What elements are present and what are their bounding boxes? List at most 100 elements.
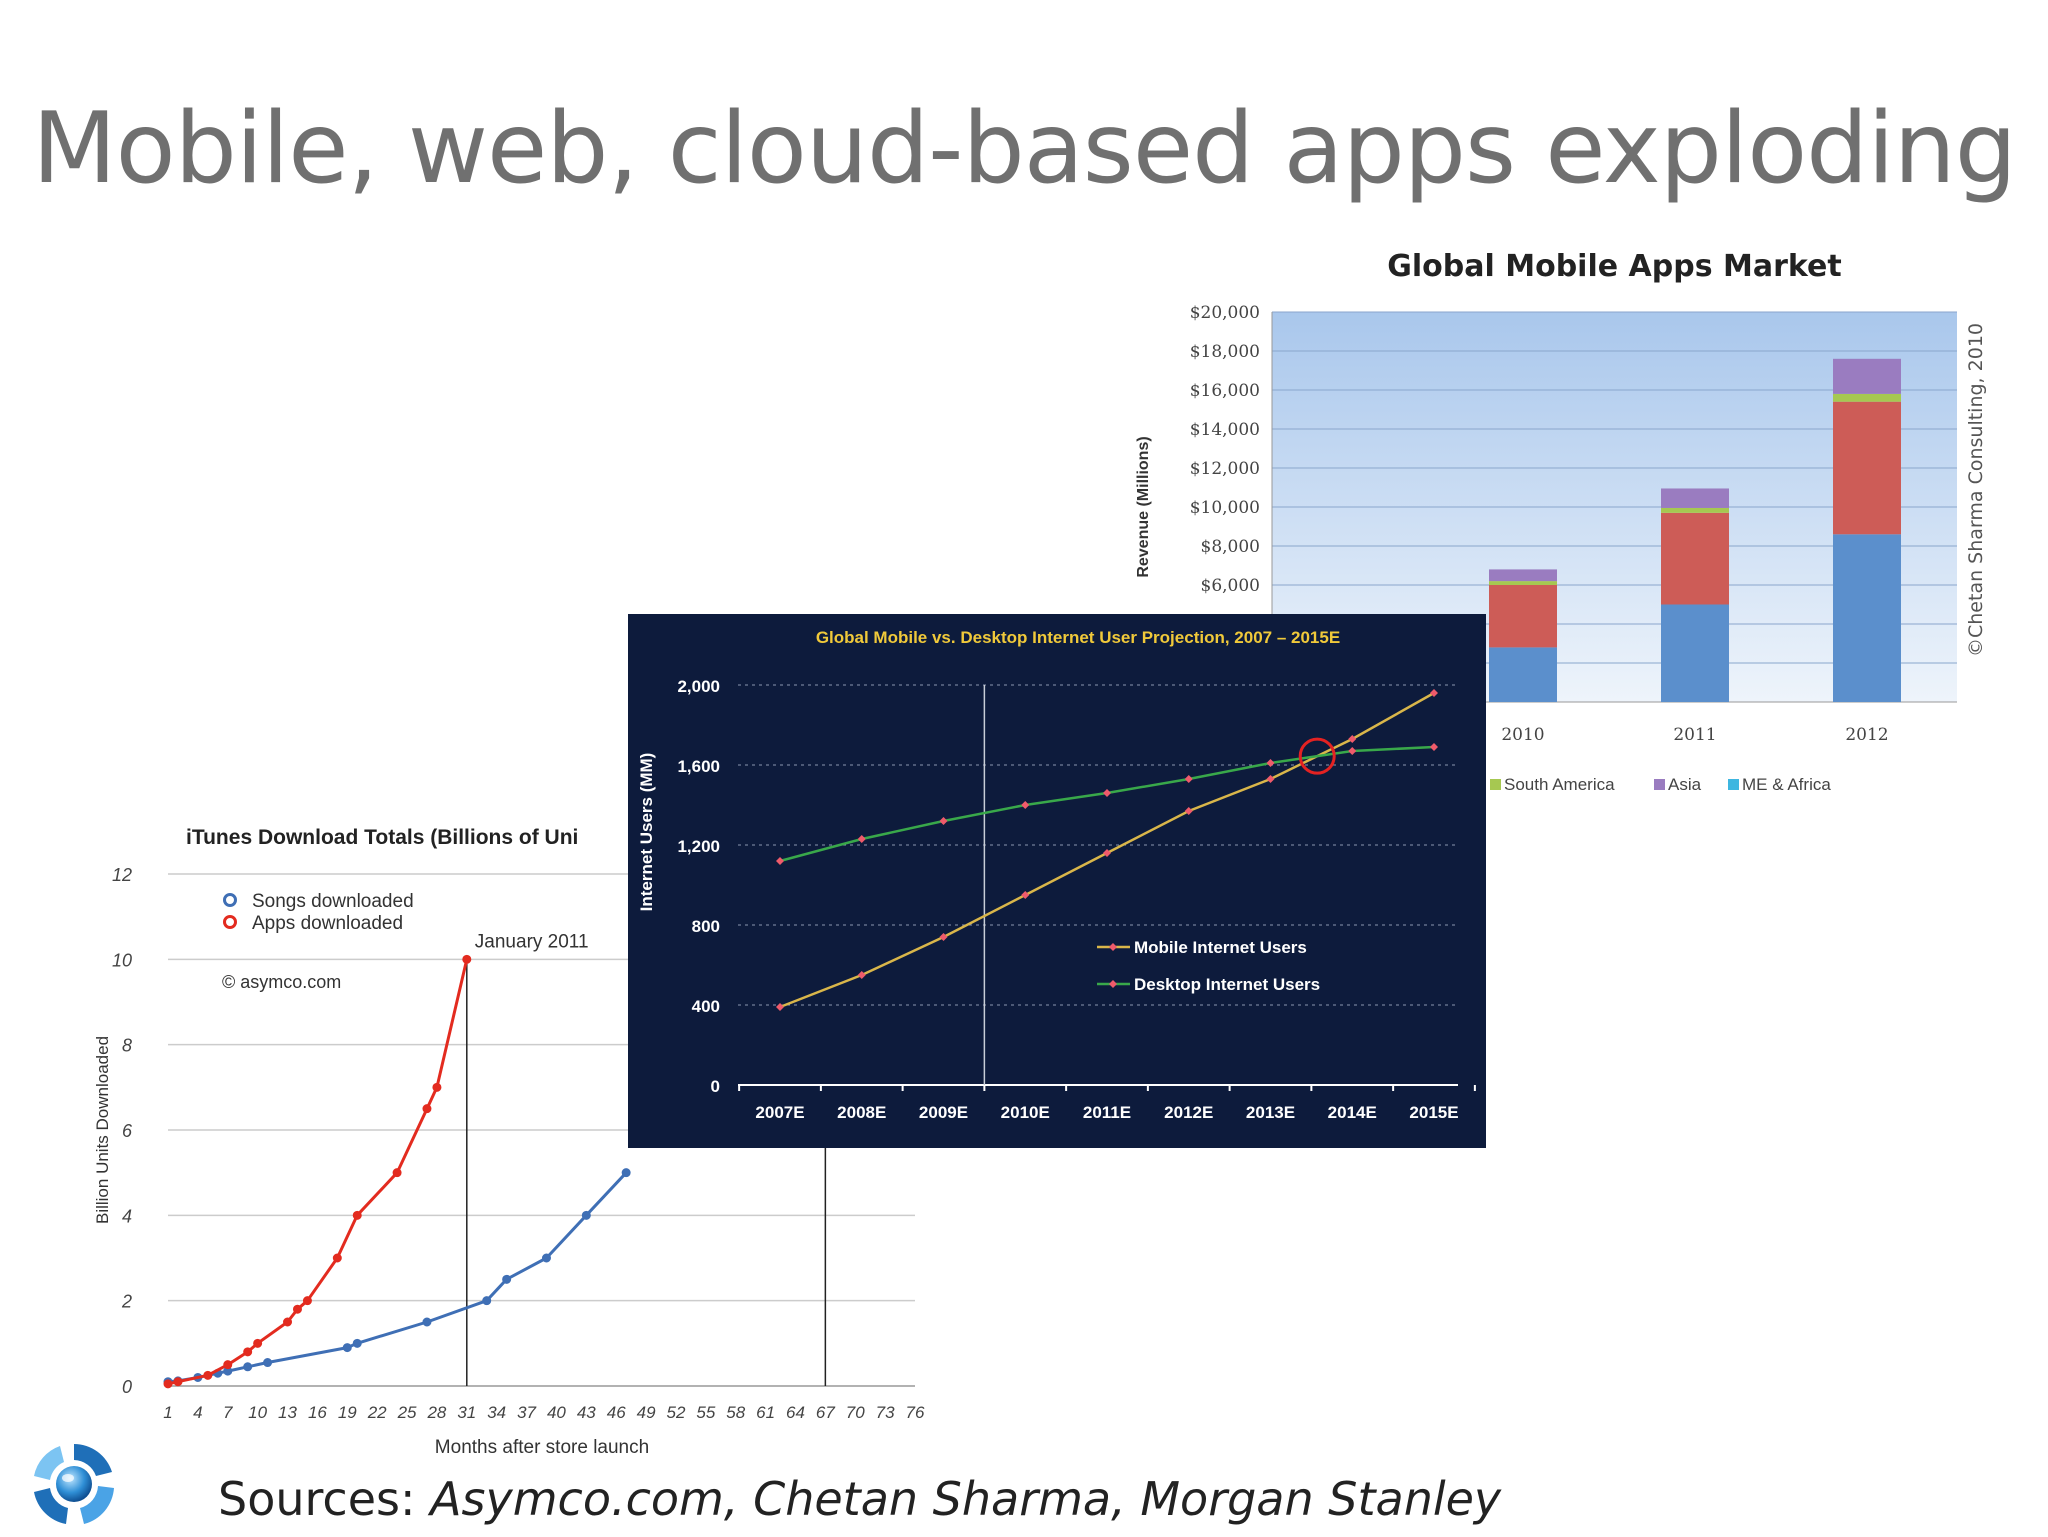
internet-x-tick-label: 2010E xyxy=(1001,1103,1050,1122)
internet-point-mobile-internet-users xyxy=(1184,807,1193,815)
itunes-legend-songs-downloaded: Songs downloaded xyxy=(252,891,414,912)
itunes-x-tick-label: 70 xyxy=(846,1403,865,1422)
itunes-series-line-songs-downloaded xyxy=(167,1171,628,1384)
itunes-x-tick-label: 76 xyxy=(906,1403,925,1422)
apps-bar-segment-2012-3 xyxy=(1833,358,1901,394)
itunes-y-tick-label: 12 xyxy=(112,865,132,885)
itunes-point-songs-downloaded xyxy=(263,1358,273,1368)
itunes-point-apps-downloaded xyxy=(243,1347,253,1357)
internet-legend-marker xyxy=(1109,980,1117,988)
apps-chart-title: Global Mobile Apps Market xyxy=(1387,249,1841,284)
internet-x-tick-label: 2009E xyxy=(919,1103,968,1122)
itunes-x-tick-label: 10 xyxy=(248,1403,267,1422)
apps-x-tick-label: 2010 xyxy=(1501,725,1544,745)
itunes-y-tick-label: 6 xyxy=(122,1121,133,1141)
apps-y-tick-label: $10,000 xyxy=(1190,498,1260,518)
apps-y-tick-label: $6,000 xyxy=(1201,576,1260,596)
apps-y-tick-label: $16,000 xyxy=(1190,381,1260,401)
itunes-point-apps-downloaded xyxy=(352,1210,362,1220)
internet-point-desktop-internet-users xyxy=(1348,747,1357,755)
internet-chart-title: Global Mobile vs. Desktop Internet User … xyxy=(816,628,1340,647)
itunes-x-tick-label: 67 xyxy=(816,1403,835,1422)
itunes-annotation-copyright: © asymco.com xyxy=(222,972,341,992)
apps-bar-segment-2011-2 xyxy=(1661,507,1729,513)
itunes-y-tick-label: 4 xyxy=(122,1206,132,1226)
internet-point-desktop-internet-users xyxy=(1184,775,1193,783)
itunes-point-apps-downloaded xyxy=(163,1379,173,1389)
itunes-point-songs-downloaded xyxy=(422,1317,432,1327)
internet-x-tick-label: 2015E xyxy=(1409,1103,1458,1122)
itunes-y-tick-label: 8 xyxy=(122,1036,132,1056)
itunes-y-tick-label: 0 xyxy=(122,1377,132,1397)
internet-point-desktop-internet-users xyxy=(939,817,948,825)
itunes-point-songs-downloaded xyxy=(502,1274,512,1284)
internet-series-line-desktop-internet-users xyxy=(779,745,1435,863)
internet-legend-mobile-internet-users: Mobile Internet Users xyxy=(1134,938,1307,957)
itunes-x-tick-label: 61 xyxy=(756,1403,775,1422)
internet-chart-svg: Global Mobile vs. Desktop Internet User … xyxy=(637,628,1476,1122)
itunes-point-songs-downloaded xyxy=(482,1296,492,1306)
apps-bar-segment-2011-3 xyxy=(1661,488,1729,508)
itunes-x-tick-label: 73 xyxy=(876,1403,895,1422)
itunes-point-apps-downloaded xyxy=(173,1377,183,1387)
apps-x-tick-label: 2011 xyxy=(1673,725,1716,745)
apps-legend-swatch xyxy=(1490,779,1501,790)
internet-point-mobile-internet-users xyxy=(1348,735,1357,743)
apps-bar-segment-2012-1 xyxy=(1833,401,1901,535)
internet-point-desktop-internet-users xyxy=(857,835,866,843)
internet-point-mobile-internet-users xyxy=(1021,891,1030,899)
apps-y-axis-label: Revenue (Millions) xyxy=(1135,436,1152,577)
internet-point-mobile-internet-users xyxy=(1103,849,1111,857)
itunes-point-apps-downloaded xyxy=(392,1168,402,1178)
apps-y-tick-label: $12,000 xyxy=(1190,459,1260,479)
itunes-legend-marker xyxy=(223,893,237,907)
itunes-point-apps-downloaded xyxy=(302,1296,312,1306)
itunes-x-tick-label: 28 xyxy=(426,1403,446,1422)
itunes-point-apps-downloaded xyxy=(253,1338,263,1348)
itunes-x-tick-label: 22 xyxy=(367,1403,387,1422)
sources-names: Asymco.com, Chetan Sharma, Morgan Stanle… xyxy=(430,1472,1502,1526)
itunes-chart-title: iTunes Download Totals (Billions of Uni xyxy=(186,826,578,849)
apps-legend-asia: Asia xyxy=(1668,775,1702,794)
itunes-point-songs-downloaded xyxy=(342,1343,352,1353)
internet-legend-marker xyxy=(1109,943,1117,951)
internet-users-chart: Global Mobile vs. Desktop Internet User … xyxy=(628,614,1486,1148)
itunes-x-tick-label: 1 xyxy=(163,1403,172,1422)
itunes-point-apps-downloaded xyxy=(203,1370,213,1380)
apps-legend-me-africa: ME & Africa xyxy=(1742,775,1831,794)
apps-bar-segment-2011-0 xyxy=(1661,604,1729,702)
internet-point-desktop-internet-users xyxy=(1266,759,1275,767)
itunes-x-tick-label: 13 xyxy=(278,1403,297,1422)
apps-bar-segment-2010-2 xyxy=(1489,581,1557,585)
apps-bar-segment-2010-1 xyxy=(1489,585,1557,648)
itunes-x-tick-label: 25 xyxy=(397,1403,417,1422)
itunes-legend-apps-downloaded: Apps downloaded xyxy=(252,913,403,934)
apps-bar-segment-2012-2 xyxy=(1833,393,1901,402)
itunes-x-tick-label: 7 xyxy=(223,1403,233,1422)
apps-legend-swatch xyxy=(1728,779,1739,790)
apps-y-tick-label: $8,000 xyxy=(1201,537,1260,557)
itunes-point-apps-downloaded xyxy=(292,1304,302,1314)
itunes-point-apps-downloaded xyxy=(332,1253,342,1263)
internet-point-mobile-internet-users xyxy=(1430,689,1438,697)
itunes-x-tick-label: 49 xyxy=(637,1403,656,1422)
apps-y-tick-label: $20,000 xyxy=(1190,303,1260,323)
internet-y-tick-label: 1,600 xyxy=(677,757,720,776)
itunes-x-tick-label: 40 xyxy=(547,1403,566,1422)
itunes-x-tick-label: 4 xyxy=(193,1403,202,1422)
itunes-x-tick-label: 16 xyxy=(308,1403,327,1422)
itunes-point-songs-downloaded xyxy=(243,1362,253,1372)
itunes-x-tick-label: 52 xyxy=(666,1403,685,1422)
internet-y-tick-label: 0 xyxy=(711,1077,720,1096)
apps-bar-segment-2010-3 xyxy=(1489,569,1557,582)
globe-logo-icon xyxy=(26,1436,122,1532)
internet-y-tick-label: 1,200 xyxy=(677,837,720,856)
internet-point-desktop-internet-users xyxy=(776,857,784,865)
internet-x-tick-label: 2008E xyxy=(837,1103,886,1122)
internet-y-tick-label: 400 xyxy=(692,997,720,1016)
internet-point-desktop-internet-users xyxy=(1103,789,1111,797)
apps-y-tick-label: $18,000 xyxy=(1190,342,1260,362)
apps-bar-segment-2010-0 xyxy=(1489,647,1557,702)
internet-x-tick-label: 2014E xyxy=(1328,1103,1377,1122)
itunes-point-songs-downloaded xyxy=(352,1338,362,1348)
